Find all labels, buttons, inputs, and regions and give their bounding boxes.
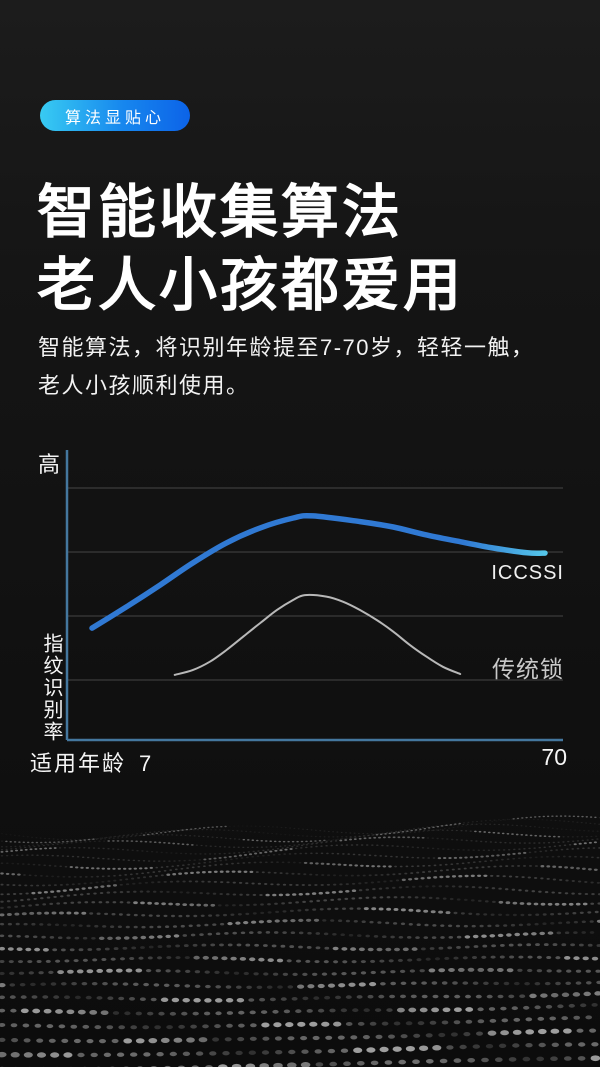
- page-title-line1: 智能收集算法: [37, 180, 404, 245]
- particle-wave-decoration: [0, 815, 600, 1067]
- feature-badge-label: 算法显贴心: [65, 109, 166, 127]
- description-line2: 老人小孩顺利使用。: [38, 373, 250, 398]
- series-label-traditional-lock: 传统锁: [492, 656, 564, 682]
- series-label-iccssi: ICCSSI: [491, 562, 564, 584]
- recognition-rate-chart: [65, 450, 563, 742]
- description-line1: 智能算法，将识别年龄提至7-70岁，轻轻一触，: [38, 335, 535, 360]
- y-axis-title: 指纹识别率: [40, 633, 62, 743]
- x-axis-title: 适用年龄: [30, 751, 127, 776]
- page-title: 智能收集算法 老人小孩都爱用: [37, 176, 464, 322]
- y-axis-high-label: 高: [38, 452, 61, 477]
- description-text: 智能算法，将识别年龄提至7-70岁，轻轻一触， 老人小孩顺利使用。: [38, 329, 535, 405]
- x-tick-min: 7: [139, 751, 152, 776]
- x-tick-max: 70: [541, 744, 567, 770]
- x-axis-title-row: 适用年龄 7: [30, 746, 151, 778]
- feature-badge: 算法显贴心: [40, 100, 191, 131]
- page-title-line2: 老人小孩都爱用: [37, 253, 465, 318]
